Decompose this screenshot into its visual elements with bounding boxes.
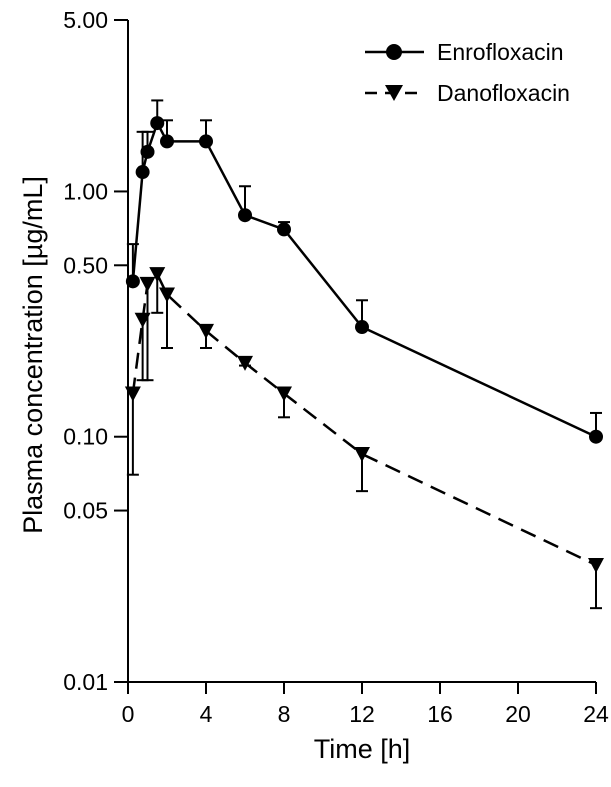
legend-marker-danofloxacin xyxy=(385,85,403,101)
legend: Enrofloxacin Danofloxacin xyxy=(365,39,570,106)
data-point-danofloxacin xyxy=(159,287,175,303)
series-line-enrofloxacin xyxy=(131,121,597,438)
data-point-enrofloxacin xyxy=(355,320,369,335)
data-point-enrofloxacin xyxy=(150,116,165,131)
data-point-danofloxacin xyxy=(237,355,253,371)
legend-marker-enrofloxacin xyxy=(386,44,402,60)
data-point-enrofloxacin xyxy=(589,429,603,444)
y-axis-title: Plasma concentration [µg/mL] xyxy=(18,176,48,534)
data-point-danofloxacin xyxy=(139,276,156,292)
x-tick-label: 0 xyxy=(122,701,135,727)
y-tick-label: 0.50 xyxy=(63,252,108,278)
x-tick-label: 20 xyxy=(505,701,531,727)
x-tick-label: 24 xyxy=(583,701,609,727)
y-tick-label: 1.00 xyxy=(63,178,108,204)
data-point-enrofloxacin xyxy=(238,208,252,223)
data-point-danofloxacin xyxy=(124,386,141,402)
x-tick-label: 8 xyxy=(278,701,291,727)
x-axis-ticks: 0 4 8 12 16 20 24 xyxy=(122,682,609,727)
data-point-enrofloxacin xyxy=(277,222,291,237)
data-point-enrofloxacin xyxy=(199,134,213,149)
data-point-danofloxacin xyxy=(276,386,292,402)
data-point-danofloxacin xyxy=(198,323,214,339)
data-point-danofloxacin xyxy=(149,267,166,283)
y-tick-label: 0.05 xyxy=(63,498,108,524)
series-enrofloxacin xyxy=(125,99,603,444)
data-point-danofloxacin xyxy=(588,557,604,573)
y-tick-label: 5.00 xyxy=(63,7,108,33)
y-axis-ticks: 5.00 1.00 0.50 0.10 0.05 0.01 xyxy=(63,7,128,695)
legend-label-danofloxacin: Danofloxacin xyxy=(437,80,570,106)
plot-area: 5.00 1.00 0.50 0.10 0.05 0.01 0 4 8 12 16 20 24 xyxy=(63,7,609,727)
legend-label-enrofloxacin: Enrofloxacin xyxy=(437,39,564,65)
data-point-enrofloxacin xyxy=(140,144,155,159)
x-tick-label: 12 xyxy=(349,701,375,727)
data-point-danofloxacin xyxy=(354,447,370,463)
series-layer xyxy=(124,99,604,610)
data-point-danofloxacin xyxy=(134,312,151,328)
data-point-enrofloxacin xyxy=(135,165,150,180)
series-danofloxacin xyxy=(124,267,604,610)
y-tick-label: 0.10 xyxy=(63,424,108,450)
series-line-danofloxacin xyxy=(131,272,597,567)
y-tick-label: 0.01 xyxy=(63,669,108,695)
x-axis-title: Time [h] xyxy=(314,734,411,764)
data-point-enrofloxacin xyxy=(125,274,140,289)
data-point-enrofloxacin xyxy=(160,134,174,149)
x-tick-label: 16 xyxy=(427,701,453,727)
legend-item-enrofloxacin: Enrofloxacin xyxy=(365,39,564,65)
legend-item-danofloxacin: Danofloxacin xyxy=(365,80,570,106)
x-tick-label: 4 xyxy=(200,701,213,727)
